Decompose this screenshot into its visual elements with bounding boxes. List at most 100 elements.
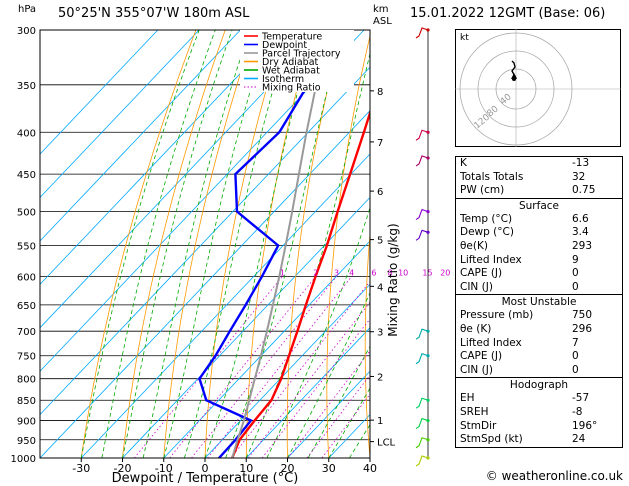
isotherm-line <box>80 153 370 458</box>
mixing-ratio-label: 1 <box>280 268 285 277</box>
km-tick-label: 7 <box>377 138 383 149</box>
hodograph-section: Hodograph EH -57 SREH -8 StmDir 196° StmSpd (k… <box>456 377 622 446</box>
hodograph-param-value: 24 <box>572 433 586 446</box>
legend-entry-label: Dewpoint <box>262 40 307 51</box>
isotherm-line <box>163 240 370 458</box>
km-tick-label: 1 <box>377 416 383 427</box>
isotherm-line <box>122 196 370 458</box>
copyright-label: © weatheronline.co.uk <box>485 469 623 483</box>
x-tick-label: 30 <box>322 462 336 475</box>
dry-adiabat-line <box>402 30 430 458</box>
most-unstable-label: θe (K) <box>460 322 492 335</box>
most-unstable-row: CAPE (J) 0 <box>456 350 622 364</box>
legend-entry-label: Parcel Trajectory <box>262 49 341 60</box>
mixing-ratio-label: 10 <box>398 268 408 277</box>
isotherm-line <box>287 370 370 458</box>
dry-adiabat-line <box>122 30 226 458</box>
dry-adiabat-line <box>163 30 255 458</box>
x-tick-label: -30 <box>72 462 90 475</box>
most-unstable-label: CAPE (J) <box>460 350 503 363</box>
km-tick-label: 5 <box>377 236 383 247</box>
most-unstable-value: 0 <box>572 363 579 376</box>
index-value: 32 <box>572 170 586 183</box>
x-tick-label: 40 <box>363 462 377 475</box>
location-label: 50°25'N 355°07'W 180m ASL <box>58 6 250 21</box>
wet-adiabat-line <box>101 30 216 458</box>
wet-adiabat-line <box>287 291 370 458</box>
dry-adiabat-line <box>80 30 197 458</box>
surface-value: 0 <box>572 267 579 280</box>
hodograph-param-row: SREH -8 <box>456 406 622 420</box>
hodograph-param-label: SREH <box>460 405 489 418</box>
mixing-ratio-label: 15 <box>422 268 432 277</box>
most-unstable-section: Most Unstable Pressure (mb) 750 θe (K) 296 L… <box>456 294 622 377</box>
y-tick-label: 800 <box>17 375 36 386</box>
km-tick-label: 8 <box>377 87 383 98</box>
surface-label: Lifted Index <box>460 253 522 266</box>
mixing-ratio-line <box>261 318 370 458</box>
index-label: PW (cm) <box>460 184 505 197</box>
y-tick-label: 600 <box>17 272 36 283</box>
most-unstable-value: 296 <box>572 322 593 335</box>
most-unstable-value: 750 <box>572 309 593 322</box>
x-tick-label: -10 <box>155 462 173 475</box>
km-tick-label: 2 <box>377 372 383 383</box>
wind-barb <box>415 208 429 221</box>
mixing-ratio-label: 2 <box>313 268 318 277</box>
wet-adiabat-line <box>80 30 200 458</box>
most-unstable-row: CIN (J) 0 <box>456 364 622 378</box>
surface-row: Dewp (°C) 3.4 <box>456 226 622 240</box>
wet-adiabat-line <box>184 30 291 458</box>
surface-value: 0 <box>572 280 579 293</box>
hodograph-param-row: EH -57 <box>456 392 622 406</box>
most-unstable-label: Lifted Index <box>460 336 522 349</box>
hodograph-unit-label: kt <box>460 33 469 43</box>
index-label: K <box>460 157 467 169</box>
x-tick-label: 0 <box>202 462 209 475</box>
index-row: K -13 <box>456 157 622 171</box>
most-unstable-value: 0 <box>572 350 579 363</box>
hodograph-param-row: StmDir 196° <box>456 420 622 434</box>
hodograph: kt 120 80 40 <box>455 29 621 147</box>
y-tick-label: 450 <box>17 170 36 181</box>
wind-barb <box>415 328 429 340</box>
y-tick-label: 950 <box>17 436 36 447</box>
series-parcel-trajectory <box>231 30 333 458</box>
storm-motion-marker <box>511 73 517 79</box>
y-tick-label: 500 <box>17 208 36 219</box>
isotherm-line <box>40 30 282 285</box>
index-row: PW (cm) 0.75 <box>456 184 622 198</box>
km-unit-label: km <box>373 4 389 15</box>
series-dewpoint <box>198 30 333 458</box>
isotherm-line <box>40 30 159 155</box>
wet-adiabat-line <box>328 387 370 458</box>
surface-value: 293 <box>572 239 593 252</box>
surface-label: θe(K) <box>460 239 488 252</box>
index-label: Totals Totals <box>460 170 524 183</box>
surface-row: CIN (J) 0 <box>456 281 622 295</box>
y-tick-label: 400 <box>17 128 36 139</box>
mixing-ratio-label: 20 <box>440 268 450 277</box>
wind-barb <box>415 455 429 467</box>
legend-entry-label: Mixing Ratio <box>262 83 321 94</box>
mixing-ratio-line <box>169 276 317 458</box>
wind-barb <box>415 27 429 39</box>
km-tick-label: LCL <box>377 438 396 449</box>
most-unstable-label: CIN (J) <box>460 363 493 376</box>
mixing-ratio-line <box>207 276 353 458</box>
hodograph-param-value: -57 <box>572 392 590 405</box>
x-tick-label: 20 <box>281 462 295 475</box>
wind-barb <box>415 437 429 449</box>
wind-barb <box>415 397 429 409</box>
wet-adiabat-line <box>142 30 251 458</box>
mixing-ratio-line <box>287 350 370 458</box>
y-tick-label: 900 <box>17 417 36 428</box>
y-tick-label: 350 <box>17 81 36 92</box>
y-tick-label: 700 <box>17 327 36 338</box>
index-value: -13 <box>572 157 590 169</box>
mixing-ratio-label: 8 <box>388 268 393 277</box>
surface-row: Lifted Index 9 <box>456 254 622 268</box>
datetime-label: 15.01.2022 12GMT (Base: 06) <box>410 6 606 21</box>
y-tick-label: 1000 <box>11 454 36 465</box>
isotherm-line <box>40 30 365 372</box>
